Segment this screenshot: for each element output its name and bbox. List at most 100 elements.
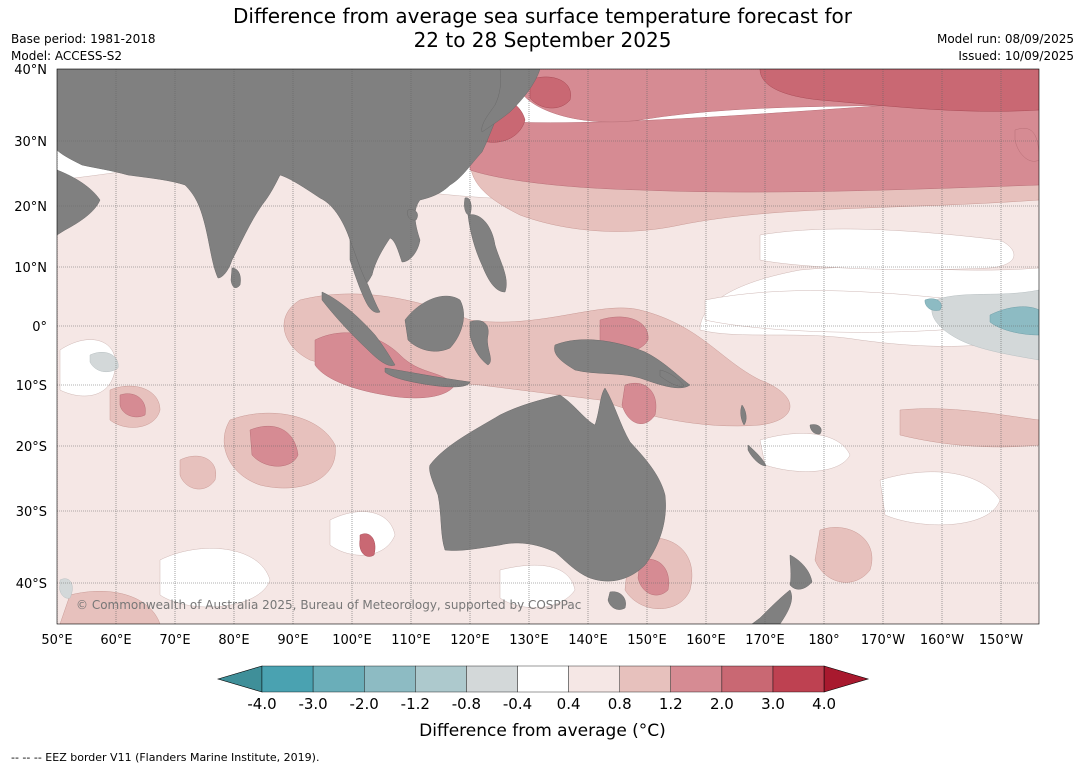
colorbar-tick-label: 0.4 [557, 695, 581, 713]
new-zealand-south [751, 589, 792, 624]
lon-label: 60°E [100, 633, 131, 648]
map-frame [56, 68, 1040, 625]
near-average-region [759, 433, 851, 472]
eez-note: -- -- -- EEZ border V11 (Flanders Marine… [11, 751, 320, 764]
map-title: Difference from average sea surface temp… [0, 4, 1085, 52]
malay-peninsula [349, 239, 381, 313]
lat-label: 0° [32, 320, 47, 335]
anomaly-band-neg-1.2-2.0 [924, 298, 1039, 336]
colorbar-swatch [772, 665, 825, 693]
title-line-1: Difference from average sea surface temp… [232, 4, 852, 28]
colorbar-swatch [670, 665, 723, 693]
colorbar-tick-label: 1.2 [659, 695, 683, 713]
lon-label: 170°W [861, 633, 905, 648]
title-line-2: 22 to 28 September 2025 [413, 28, 672, 52]
longitude-labels: 50°E 60°E 70°E 80°E 90°E 100°E 110°E 120°E 130°E… [41, 633, 1023, 648]
lon-label: 160°E [686, 633, 726, 648]
colorbar-tick-label: 2.0 [710, 695, 734, 713]
japan [481, 69, 541, 133]
lon-label: 130°E [509, 633, 549, 648]
anomaly-region [179, 455, 217, 490]
model-run: Model run: 08/09/2025 [936, 32, 1074, 46]
anomaly-region [759, 69, 1039, 112]
sumatra [321, 291, 396, 366]
lat-label: 40°S [16, 577, 47, 592]
fiji [809, 424, 822, 435]
colorbar-swatch [568, 665, 620, 693]
anomaly-region [469, 94, 1039, 193]
issued-date: Issued: 10/09/2025 [958, 49, 1074, 63]
lon-label: 140°E [568, 633, 608, 648]
near-average-region [329, 511, 396, 556]
new-zealand-north [789, 554, 813, 590]
graticule [57, 69, 1039, 624]
java [384, 367, 471, 388]
lat-label: 30°S [16, 505, 47, 520]
new-guinea [554, 339, 691, 389]
lon-label: 170°E [745, 633, 785, 648]
lat-label: 10°S [16, 379, 47, 394]
anomaly-region [89, 352, 119, 373]
model-name: Model: ACCESS-S2 [11, 49, 123, 63]
land-masses [57, 69, 822, 624]
hainan [407, 209, 418, 221]
vanuatu [740, 404, 747, 426]
colorbar-swatch [619, 665, 672, 693]
lon-label: 90°E [277, 633, 308, 648]
anomaly-region [637, 558, 670, 596]
base-period: Base period: 1981-2018 [11, 32, 156, 46]
lon-label: 70°E [159, 633, 190, 648]
solomon-islands [659, 369, 685, 387]
lon-label: 50°E [41, 633, 72, 648]
colorbar-swatch [261, 665, 314, 693]
near-average-region [879, 471, 1001, 526]
colorbar-label: Difference from average (°C) [419, 721, 666, 741]
colorbar-swatch [415, 665, 467, 693]
near-average-region [159, 548, 271, 608]
lon-label: 160°W [920, 633, 964, 648]
colorbar-swatch [466, 665, 518, 693]
lon-label: 80°E [218, 633, 249, 648]
lat-label: 40°N [14, 63, 47, 78]
colorbar-swatch [312, 665, 365, 693]
anomaly-region [899, 408, 1039, 448]
borneo [404, 295, 464, 352]
lat-label: 20°S [16, 440, 47, 455]
anomaly-region [621, 383, 657, 424]
anomaly-region [59, 578, 73, 599]
map-plot-area [57, 69, 1039, 624]
lon-label: 100°E [332, 633, 372, 648]
sri-lanka [230, 267, 241, 288]
sulawesi [469, 320, 491, 366]
anomaly-region [119, 393, 146, 418]
colorbar-tick-label: -1.2 [401, 695, 430, 713]
copyright-text: © Commonwealth of Australia 2025, Bureau… [76, 598, 581, 612]
anomaly-region [359, 533, 376, 557]
colorbar-swatch [517, 665, 569, 693]
colorbar-tick-label: -0.8 [452, 695, 481, 713]
philippines [467, 214, 507, 293]
anomaly-region [529, 76, 571, 109]
latitude-labels: 40°N 30°N 20°N 10°N 0° 10°S 20°S 30°S 40°S [14, 63, 47, 592]
anomaly-region [989, 306, 1039, 336]
tasmania [607, 591, 626, 610]
near-average-region [759, 228, 1015, 270]
new-caledonia [747, 444, 767, 467]
lat-label: 20°N [14, 200, 47, 215]
colorbar-tick-label: -2.0 [350, 695, 379, 713]
arabian-peninsula [57, 169, 101, 236]
colorbar: -4.0 -3.0 -2.0 -1.2 -0.8 -0.4 0.4 0.8 1.2 2.0 3.0 4… [216, 665, 870, 713]
lon-label: 120°E [450, 633, 490, 648]
colorbar-tick-label: -4.0 [247, 695, 276, 713]
colorbar-extend-low [216, 665, 263, 693]
lon-label: 150°W [979, 633, 1023, 648]
colorbar-extend-high [823, 665, 870, 693]
colorbar-swatch [721, 665, 774, 693]
lat-label: 30°N [14, 135, 47, 150]
colorbar-tick-label: -0.4 [503, 695, 532, 713]
australia [429, 387, 666, 582]
colorbar-tick-label: -3.0 [298, 695, 327, 713]
colorbar-tick-label: 4.0 [812, 695, 836, 713]
lon-label: 110°E [391, 633, 431, 648]
